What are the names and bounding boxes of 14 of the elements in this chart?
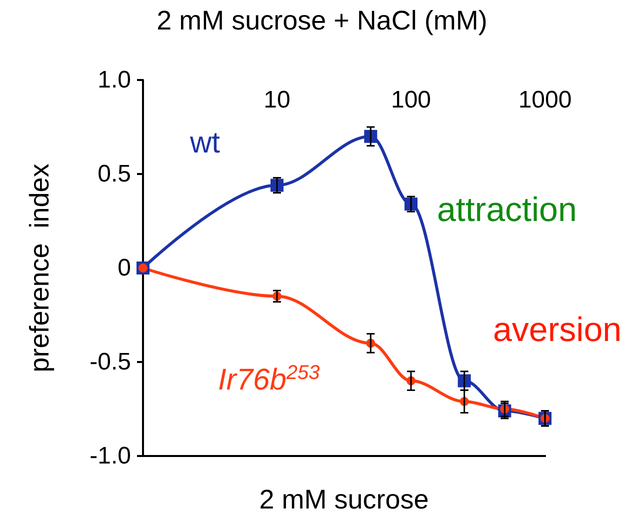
x-tick-label: 10 bbox=[264, 86, 290, 114]
series-label: wt bbox=[189, 126, 221, 160]
y-axis-title: preference index bbox=[24, 163, 54, 372]
annotation: aversion bbox=[493, 311, 622, 349]
y-tick-label: -0.5 bbox=[90, 348, 131, 376]
x-tick-label: 100 bbox=[390, 86, 432, 114]
y-tick-label: 0 bbox=[118, 254, 131, 282]
y-tick-label: -1.0 bbox=[90, 442, 131, 470]
annotation: attraction bbox=[437, 191, 577, 229]
chart-title: 2 mM sucrose + NaCl (mM) bbox=[156, 6, 488, 36]
x-tick-label: 1000 bbox=[518, 86, 572, 114]
y-tick-label: 1.0 bbox=[98, 66, 131, 94]
y-tick-label: 0.5 bbox=[98, 160, 131, 188]
x-axis-title: 2 mM sucrose bbox=[259, 484, 429, 514]
